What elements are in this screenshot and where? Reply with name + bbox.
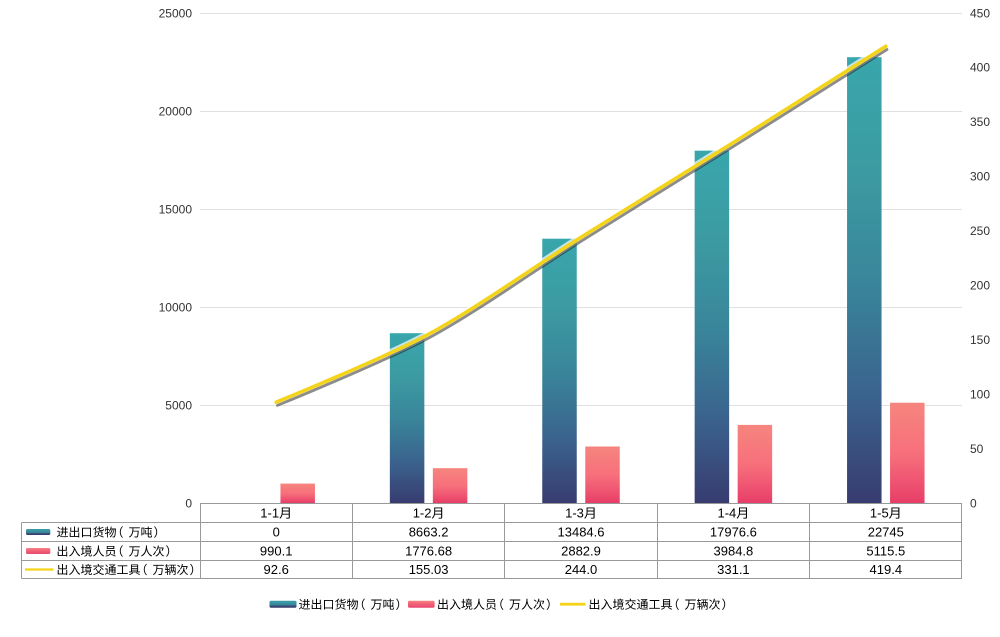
svg-text:450: 450 <box>970 6 990 20</box>
svg-text:1776.68: 1776.68 <box>405 544 452 559</box>
svg-text:15000: 15000 <box>159 202 193 216</box>
svg-text:5115.5: 5115.5 <box>866 544 905 559</box>
svg-text:10000: 10000 <box>159 300 193 314</box>
svg-text:300: 300 <box>970 170 990 184</box>
svg-text:0: 0 <box>185 496 192 510</box>
svg-text:3984.8: 3984.8 <box>714 544 754 559</box>
svg-text:1-5: 1-5 <box>870 506 889 521</box>
svg-text:150: 150 <box>970 333 990 347</box>
svg-text:22745: 22745 <box>868 525 904 540</box>
svg-text:200: 200 <box>970 279 990 293</box>
svg-text:1-4: 1-4 <box>718 506 737 521</box>
svg-text:50: 50 <box>970 442 984 456</box>
svg-text:1-1: 1-1 <box>260 506 279 521</box>
svg-text:8663.2: 8663.2 <box>409 525 449 540</box>
svg-text:990.1: 990.1 <box>260 544 293 559</box>
svg-text:400: 400 <box>970 61 990 75</box>
svg-text:419.4: 419.4 <box>870 562 903 577</box>
svg-text:0: 0 <box>970 496 977 510</box>
svg-text:25000: 25000 <box>159 6 193 20</box>
svg-text:13484.6: 13484.6 <box>558 525 605 540</box>
svg-text:5000: 5000 <box>165 398 192 412</box>
svg-text:1-3: 1-3 <box>565 506 584 521</box>
svg-text:155.03: 155.03 <box>409 562 449 577</box>
svg-text:92.6: 92.6 <box>264 562 289 577</box>
svg-text:1-2: 1-2 <box>413 506 432 521</box>
svg-text:244.0: 244.0 <box>565 562 598 577</box>
svg-text:350: 350 <box>970 115 990 129</box>
svg-text:100: 100 <box>970 387 990 401</box>
svg-text:250: 250 <box>970 224 990 238</box>
svg-text:2882.9: 2882.9 <box>561 544 601 559</box>
svg-text:0: 0 <box>273 525 280 540</box>
svg-text:17976.6: 17976.6 <box>710 525 757 540</box>
svg-text:331.1: 331.1 <box>717 562 750 577</box>
svg-text:20000: 20000 <box>159 104 193 118</box>
